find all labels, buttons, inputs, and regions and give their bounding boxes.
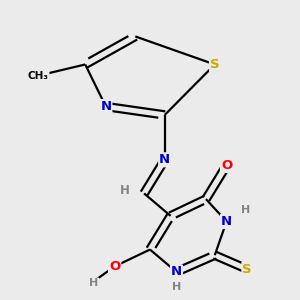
Text: H: H (241, 205, 250, 215)
Text: S: S (242, 263, 252, 276)
Text: H: H (172, 282, 181, 292)
Text: CH₃: CH₃ (28, 71, 49, 81)
Text: H: H (120, 184, 130, 197)
Text: H: H (89, 278, 99, 288)
Text: S: S (210, 58, 220, 71)
Text: N: N (221, 215, 232, 228)
Text: N: N (100, 100, 111, 113)
Text: O: O (109, 260, 120, 273)
Text: N: N (171, 266, 182, 278)
Text: N: N (159, 153, 170, 166)
Text: O: O (221, 159, 232, 172)
